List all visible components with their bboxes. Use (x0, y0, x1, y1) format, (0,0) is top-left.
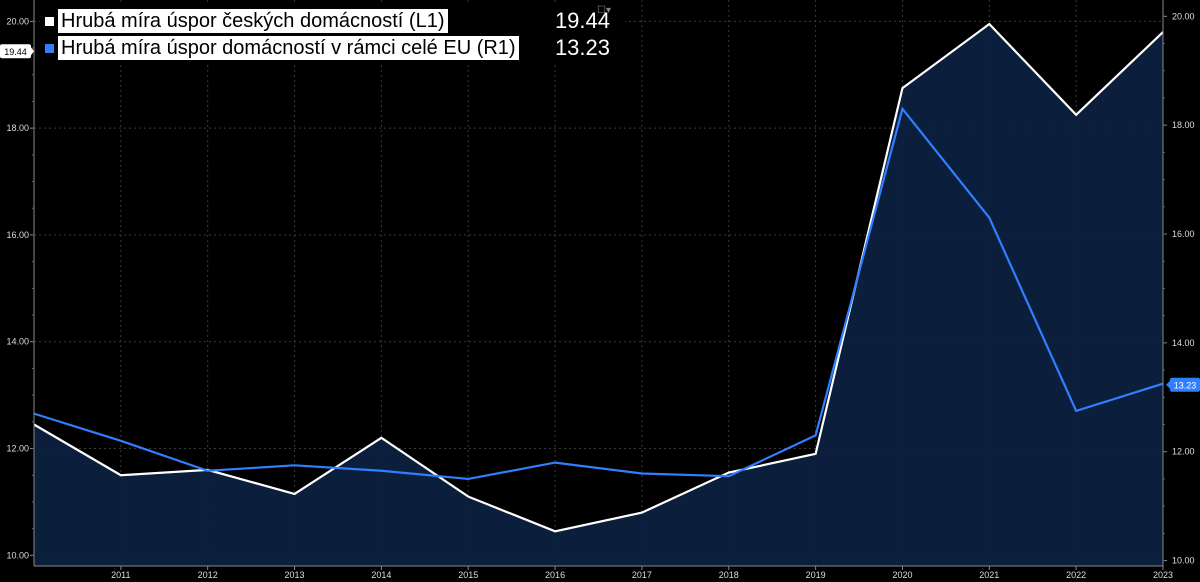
left-tick-label: 12.00 (6, 444, 29, 454)
legend-item-czech[interactable]: Hrubá míra úspor českých domácností (L1)… (45, 8, 620, 34)
x-tick-label: 2013 (285, 570, 305, 580)
x-tick-label: 2018 (719, 570, 739, 580)
left-value-marker-arrow (31, 47, 34, 56)
x-tick-label: 2021 (979, 570, 999, 580)
left-tick-label: 10.00 (6, 550, 29, 560)
legend: ☐▾ Hrubá míra úspor českých domácností (… (40, 4, 625, 64)
left-value-marker-label: 19.44 (4, 47, 27, 57)
x-tick-label: 2016 (545, 570, 565, 580)
series-area-czech (34, 24, 1163, 566)
legend-label: Hrubá míra úspor českých domácností (L1) (58, 9, 448, 33)
right-tick-label: 10.00 (1172, 556, 1195, 566)
legend-value: 19.44 (554, 8, 610, 33)
left-axis: 10.00 12.00 14.00 16.00 18.00 20.00 (6, 0, 35, 566)
value-markers: 19.44 13.23 (0, 44, 1200, 392)
legend-swatch-white (45, 16, 54, 26)
x-tick-label: 2022 (1066, 570, 1086, 580)
x-tick-label: 2015 (458, 570, 478, 580)
right-tick-label: 18.00 (1172, 120, 1195, 130)
right-tick-label: 16.00 (1172, 229, 1195, 239)
x-tick-label: 2017 (632, 570, 652, 580)
legend-value: 13.23 (554, 35, 610, 60)
right-value-marker-arrow (1166, 380, 1170, 389)
left-tick-label: 20.00 (6, 16, 29, 26)
right-value-marker (1170, 377, 1200, 392)
x-tick-label: 2020 (892, 570, 912, 580)
legend-swatch-blue (45, 43, 54, 53)
legend-item-eu[interactable]: Hrubá míra úspor domácností v rámci celé… (45, 35, 620, 61)
area-fill (34, 24, 1163, 566)
legend-label: Hrubá míra úspor domácností v rámci celé… (58, 36, 519, 60)
series-line-eu (33, 106, 1164, 481)
series-lines (33, 22, 1164, 533)
x-tick-label: 2019 (806, 570, 826, 580)
left-tick-label: 14.00 (6, 337, 29, 347)
chart-options-icon[interactable]: ☐▾ (597, 5, 611, 16)
series-line-czech (33, 22, 1164, 533)
x-tick-label: 2011 (111, 570, 130, 580)
x-tick-label: 2012 (198, 570, 218, 580)
right-value-marker-label: 13.23 (1174, 380, 1197, 390)
right-tick-label: 20.00 (1172, 11, 1195, 21)
left-tick-label: 18.00 (6, 123, 29, 133)
right-axis: 10.00 12.00 14.00 16.00 18.00 20.00 (1162, 0, 1195, 566)
x-tick-label: 2014 (371, 570, 391, 580)
left-tick-label: 16.00 (6, 230, 29, 240)
x-tick-label: 2023 (1153, 570, 1173, 580)
left-value-marker (0, 44, 31, 59)
right-tick-label: 14.00 (1172, 338, 1195, 348)
right-tick-label: 12.00 (1172, 447, 1195, 457)
x-axis: 2011 2012 2013 2014 2015 2016 2017 2018 2019 2020… (34, 565, 1173, 580)
